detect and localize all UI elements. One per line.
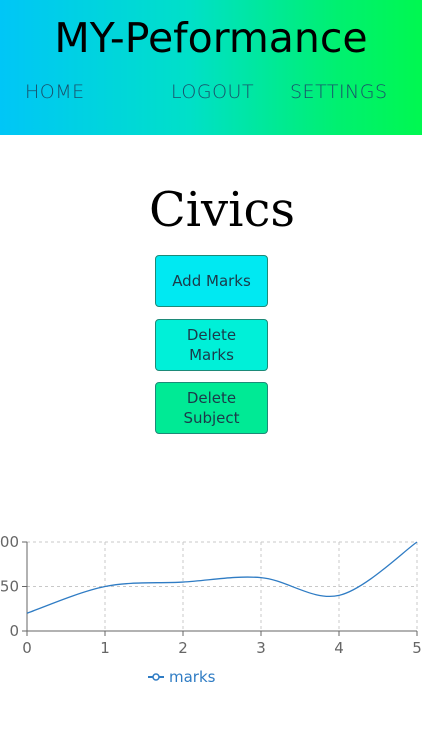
x-tick-label: 1	[100, 639, 110, 657]
x-tick-label: 3	[256, 639, 266, 657]
add-marks-button[interactable]: Add Marks	[155, 255, 268, 307]
y-tick-label: 100	[0, 533, 19, 551]
x-tick-label: 5	[412, 639, 422, 657]
x-tick-label: 2	[178, 639, 188, 657]
y-tick-label: 0	[9, 622, 19, 640]
x-tick-label: 4	[334, 639, 344, 657]
legend-line-marker-icon	[148, 673, 164, 681]
series-line-marks	[26, 541, 418, 614]
app-header: MY-Peformance HOME LOGOUT SETTINGS	[0, 0, 422, 135]
subject-title: Civics	[148, 182, 296, 238]
y-tick-label: 50	[0, 578, 19, 596]
app-title: MY-Peformance	[54, 14, 368, 62]
delete-subject-button[interactable]: Delete Subject	[155, 382, 268, 434]
nav-home-link[interactable]: HOME	[25, 81, 85, 103]
chart-legend[interactable]: marks	[147, 668, 215, 686]
nav-logout-link[interactable]: LOGOUT	[171, 81, 255, 103]
delete-marks-button[interactable]: Delete Marks	[155, 319, 268, 371]
nav-settings-link[interactable]: SETTINGS	[290, 81, 388, 103]
x-tick-label: 0	[22, 639, 32, 657]
legend-label-marks: marks	[169, 668, 216, 686]
marks-line-chart: 012345050100	[0, 533, 422, 657]
